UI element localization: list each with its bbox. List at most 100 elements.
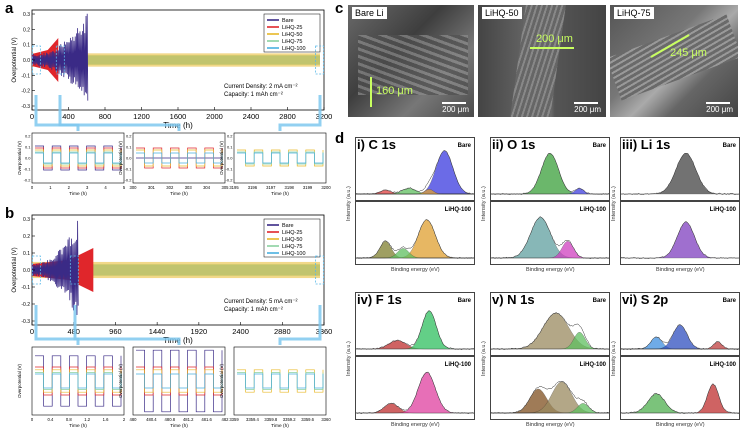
sem-texture: [510, 5, 566, 117]
xps-sample-tag: LiHQ-100: [710, 362, 737, 368]
xps-sample-tag: LiHQ-100: [580, 207, 607, 213]
y-tick-label: 0.3: [23, 12, 30, 18]
y-tick-label: 0.2: [23, 27, 30, 33]
xps-sample-tag: LiHQ-100: [445, 207, 472, 213]
x-tick-label: 3200: [316, 112, 333, 121]
x-tick-label: 2400: [232, 327, 249, 336]
inset-x-tick-label: 3200: [321, 185, 331, 190]
xps-sample-tag: Bare: [723, 298, 737, 304]
xps-spectrum: LiHQ-100: [355, 201, 475, 265]
capacity-note: Capacity: 1 mAh cm⁻²: [224, 307, 283, 313]
legend-entry: LiHQ-25: [282, 230, 302, 236]
x-tick-label: 2000: [206, 112, 223, 121]
xps-peak: [621, 384, 739, 413]
xps-peak: [491, 153, 609, 194]
xps-peak: [491, 217, 609, 258]
xps-peak: [491, 382, 609, 413]
xps-peak: [491, 313, 609, 349]
x-tick-label: 1440: [149, 327, 166, 336]
inset-x-tick-label: 480.4: [146, 417, 157, 422]
xps-panel-3: iii) Li 1s Bare LiHQ-100 Binding energy (eV…: [610, 135, 738, 275]
inset-x-tick-label: 3359.4: [246, 417, 259, 422]
inset-x-tick-label: 3359.8: [264, 417, 277, 422]
xps-y-label: Intensity (a.u.): [346, 341, 352, 376]
xps-x-label: Binding energy (eV): [526, 267, 575, 273]
inset-x-tick-label: 3195: [229, 185, 239, 190]
inset-y-tick-label: 0.2: [25, 134, 31, 139]
inset-x-tick-label: 303: [185, 185, 193, 190]
xps-y-label: Intensity (a.u.): [611, 341, 617, 376]
inset-y-tick-label: -0.1: [24, 167, 32, 172]
inset-y-tick-label: -0.2: [24, 178, 32, 183]
inset-y-tick-label: 0.0: [227, 156, 233, 161]
inset-y-tick-label: 0.1: [25, 145, 31, 150]
xps-sample-tag: Bare: [593, 143, 607, 149]
xps-sample-tag: LiHQ-100: [580, 362, 607, 368]
xps-title: iv) F 1s: [357, 292, 402, 307]
scale-bar: 200 μm: [706, 102, 733, 114]
xps-peak: [356, 372, 474, 413]
sem-image-lihq-75: LiHQ-75 245 μm 200 μm: [610, 5, 738, 117]
y-tick-label: 0.1: [23, 251, 30, 257]
xps-panel-4: iv) F 1s Bare LiHQ-100 Binding energy (eV) I…: [345, 290, 473, 430]
x-tick-label: 3360: [316, 327, 333, 336]
inset-x-tick-label: 301: [148, 185, 156, 190]
y-tick-label: -0.3: [21, 104, 30, 110]
legend-entry: Bare: [282, 223, 294, 229]
sem-label: LiHQ-50: [482, 7, 522, 19]
x-tick-label: 1600: [170, 112, 187, 121]
xps-sample-tag: Bare: [458, 298, 472, 304]
inset-x-tick-label: 5: [123, 185, 126, 190]
sem-label: LiHQ-75: [614, 7, 654, 19]
xps-spectrum: LiHQ-100: [620, 356, 740, 420]
inset-y-label: Overpotential (V): [118, 363, 123, 398]
dim-marker: [370, 77, 372, 107]
xps-spectrum: LiHQ-100: [490, 201, 610, 265]
inset-x-tick-label: 2: [123, 417, 126, 422]
xps-sample-tag: LiHQ-100: [445, 362, 472, 368]
inset-x-tick-label: 481.6: [201, 417, 212, 422]
inset-y-label: Overpotential (V): [17, 140, 22, 175]
inset-x-tick-label: 0.8: [66, 417, 72, 422]
inset-y-tick-label: 0.0: [126, 156, 132, 161]
xps-sample-tag: LiHQ-100: [710, 207, 737, 213]
legend-entry: LiHQ-50: [282, 237, 302, 243]
dim-marker: [530, 47, 574, 49]
y-tick-label: -0.2: [21, 89, 30, 95]
inset-y-tick-label: 0.1: [126, 145, 132, 150]
x-tick-label: 2400: [243, 112, 260, 121]
y-tick-label: 0.0: [23, 268, 30, 274]
xps-panel-5: v) N 1s Bare LiHQ-100 Binding energy (eV) In…: [480, 290, 608, 430]
xps-x-label: Binding energy (eV): [656, 422, 705, 428]
inset-y-label: Overpotential (V): [219, 140, 224, 175]
xps-panel-1: i) C 1s Bare LiHQ-100 Binding energy (eV) In…: [345, 135, 473, 275]
panel-a-figure: 0.30.20.10.0-0.1-0.2-0.30 400 800 1200 1600 2…: [0, 0, 335, 205]
inset-x-tick-label: 482: [222, 417, 230, 422]
inset-x-tick-label: 480.8: [165, 417, 176, 422]
xps-sample-tag: Bare: [593, 298, 607, 304]
legend-entry: LiHQ-50: [282, 32, 302, 38]
inset-x-tick-label: 1: [49, 185, 52, 190]
xps-y-label: Intensity (a.u.): [346, 186, 352, 221]
y-tick-label: -0.3: [21, 319, 30, 325]
inset-x-label: Time (h): [170, 423, 188, 429]
sem-thickness: 200 μm: [536, 33, 573, 45]
x-tick-label: 1200: [133, 112, 150, 121]
sem-thickness: 245 μm: [670, 47, 707, 59]
inset-x-tick-label: 0: [31, 185, 34, 190]
inset-x-tick-label: 3359: [229, 417, 239, 422]
inset-x-tick-label: 3360: [321, 417, 331, 422]
inset-x-tick-label: 0.4: [47, 417, 53, 422]
x-tick-label: 960: [109, 327, 122, 336]
x-tick-label: 800: [99, 112, 112, 121]
panel-b-main-chart: 0.30.20.10.0-0.1-0.2-0.30 480 960 1440 1920 2…: [12, 215, 332, 345]
inset-x-tick-label: 302: [166, 185, 174, 190]
inset-x-tick-label: 2: [68, 185, 71, 190]
inset-x-tick-label: 3198: [285, 185, 295, 190]
y-axis-label: Overpotential (V): [12, 37, 18, 82]
inset-x-label: Time (h): [69, 191, 87, 197]
inset-x-tick-label: 1.2: [84, 417, 90, 422]
current-density-note: Current Density: 2 mA cm⁻²: [224, 84, 298, 90]
panel-letter-c: c: [335, 0, 343, 17]
x-tick-label: 1920: [191, 327, 208, 336]
